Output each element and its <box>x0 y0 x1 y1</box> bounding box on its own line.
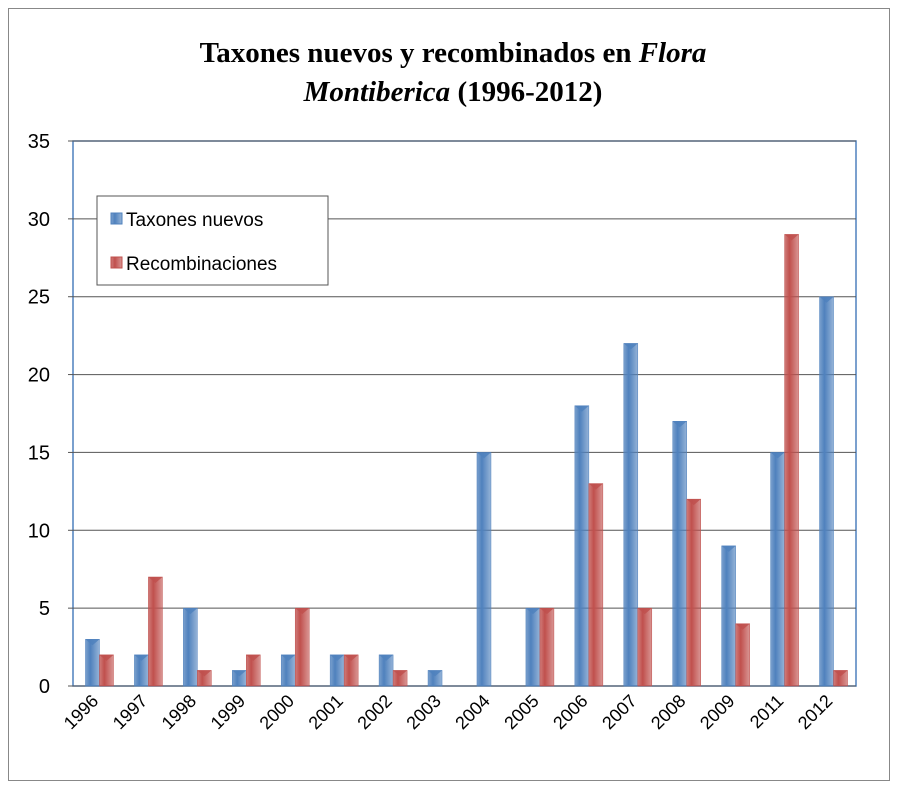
bar-cap <box>232 670 247 677</box>
bar <box>735 623 750 687</box>
bar-cap <box>539 608 554 615</box>
y-tick-label: 30 <box>28 209 50 231</box>
bar-cap <box>295 608 310 615</box>
title-part: (1996-2012) <box>457 76 602 108</box>
bar-cap <box>476 452 491 459</box>
bar <box>246 654 261 687</box>
bar-body <box>574 405 590 687</box>
legend-label: Recombinaciones <box>126 254 277 275</box>
bar <box>294 607 310 687</box>
bar <box>770 452 785 687</box>
bar <box>99 654 114 687</box>
bar <box>329 654 345 687</box>
chart-title: Montiberica (1996-2012) <box>303 76 603 108</box>
y-tick-label: 35 <box>28 131 50 153</box>
bar <box>574 405 590 687</box>
bar-cap <box>428 670 443 677</box>
bar <box>476 452 492 687</box>
bar <box>819 296 834 687</box>
y-tick-label: 20 <box>28 365 50 387</box>
bar <box>378 654 394 687</box>
bar-cap <box>99 654 114 661</box>
legend-swatch <box>110 256 123 269</box>
bar-body <box>294 607 310 687</box>
bar <box>525 607 541 687</box>
bar-body <box>588 483 604 687</box>
chart-title: Taxones nuevos y recombinados en Flora <box>200 37 707 69</box>
bar <box>197 670 212 687</box>
bar <box>784 234 799 687</box>
bar-cap <box>623 343 638 350</box>
bar-cap <box>672 421 687 428</box>
bar-body <box>770 452 785 687</box>
bar-cap <box>183 608 198 615</box>
title-part: Montiberica <box>303 76 451 108</box>
bar <box>183 607 198 687</box>
bar-cap <box>148 577 163 583</box>
bar <box>833 670 848 687</box>
bar-cap <box>281 654 296 661</box>
bar <box>623 343 639 687</box>
bar <box>686 498 701 687</box>
title-part: Taxones nuevos y recombinados en <box>200 37 632 69</box>
bar-cap <box>574 405 589 412</box>
bar <box>134 654 149 687</box>
bar-body <box>672 421 687 687</box>
bar <box>392 670 408 687</box>
bar-cap <box>379 654 394 661</box>
bar <box>672 421 687 687</box>
bar-body <box>85 639 100 687</box>
legend-box <box>96 195 329 286</box>
bar-cap <box>637 608 652 615</box>
bar <box>427 670 443 687</box>
bar-cap <box>686 499 701 506</box>
bar <box>280 654 296 687</box>
y-tick-label: 15 <box>28 442 50 464</box>
bar <box>232 670 247 687</box>
bar-body <box>525 607 541 687</box>
y-tick-label: 10 <box>28 520 50 542</box>
bar-body <box>819 296 834 687</box>
bar-cap <box>721 545 736 552</box>
y-tick-label: 5 <box>39 598 50 620</box>
bar-cap <box>197 670 212 677</box>
bar-cap <box>393 670 408 677</box>
bar-cap <box>134 654 149 661</box>
bar-cap <box>588 483 603 490</box>
bar-body <box>637 607 653 687</box>
bar <box>85 639 100 687</box>
bar <box>539 607 555 687</box>
bar-cap <box>344 654 359 661</box>
bar-body <box>735 623 750 687</box>
bar-body <box>183 607 198 687</box>
bar-body <box>539 607 555 687</box>
bar-cap <box>85 639 100 646</box>
legend-label: Taxones nuevos <box>126 210 263 231</box>
bar-body <box>686 498 701 687</box>
bar-cap <box>819 296 834 303</box>
bar-cap <box>246 654 261 661</box>
bar-cap <box>735 623 750 630</box>
bar <box>148 576 163 687</box>
bar-body <box>148 576 163 687</box>
bar <box>637 607 653 687</box>
bar-body <box>721 545 736 687</box>
title-part: Flora <box>638 37 707 69</box>
bar-cap <box>330 654 345 661</box>
y-tick-label: 25 <box>28 287 50 309</box>
bar <box>343 654 359 687</box>
bar-body <box>623 343 639 687</box>
bar-cap <box>770 452 785 459</box>
bar-cap <box>784 234 799 241</box>
bar-cap <box>833 670 848 677</box>
y-tick-label: 0 <box>39 676 50 698</box>
legend-swatch <box>110 212 123 225</box>
bar-body <box>476 452 492 687</box>
bar-body <box>784 234 799 687</box>
bar-cap <box>525 608 540 615</box>
bar <box>588 483 604 687</box>
bar <box>721 545 736 687</box>
